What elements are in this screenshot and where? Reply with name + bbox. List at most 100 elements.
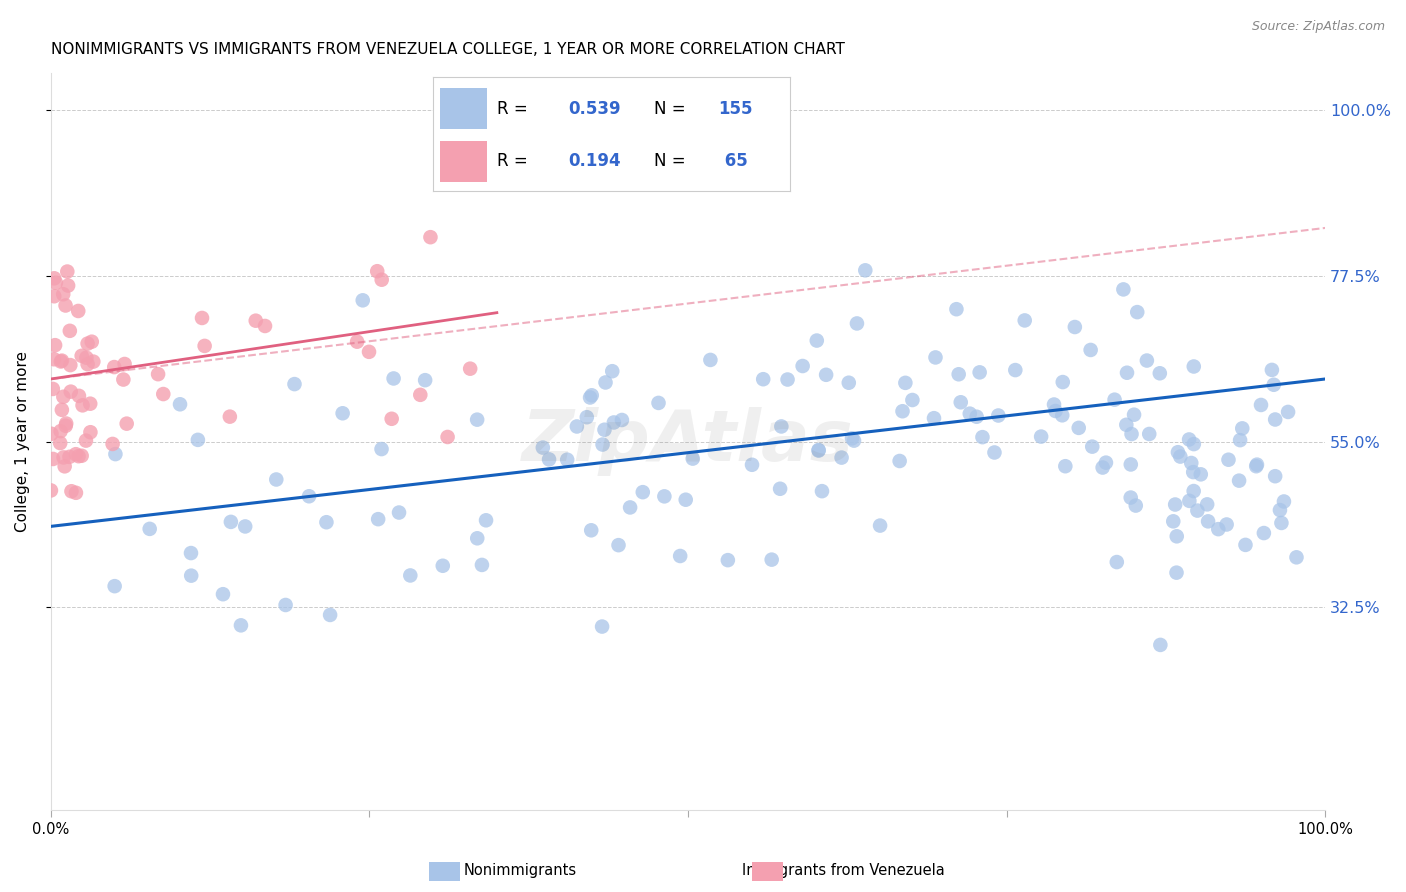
Point [1081, 440, 1104, 454]
Point [1178, 494, 1201, 508]
Point [1112, 282, 1135, 296]
Point [966, 409, 988, 424]
Point [841, 431, 863, 445]
Point [1182, 359, 1205, 374]
Point [55, 418, 77, 433]
Point [538, 452, 561, 467]
Point [104, 447, 127, 461]
Point [1234, 538, 1257, 552]
Point [70, 449, 93, 463]
Point [101, 437, 124, 451]
Point [769, 482, 792, 496]
Point [55, 298, 77, 312]
Point [219, 515, 242, 529]
Point [924, 351, 946, 365]
Point [1268, 503, 1291, 517]
Point [1164, 498, 1187, 512]
Point [75, 351, 97, 365]
Point [1043, 397, 1066, 411]
Point [869, 518, 891, 533]
Point [1215, 517, 1237, 532]
Point [458, 361, 481, 376]
Point [845, 317, 868, 331]
Point [419, 230, 441, 244]
Point [1125, 499, 1147, 513]
Text: Immigrants from Venezuela: Immigrants from Venezuela [742, 863, 945, 878]
Point [41, 426, 63, 441]
Point [51, 353, 73, 368]
Point [579, 391, 602, 405]
Point [972, 430, 994, 444]
Point [531, 441, 554, 455]
Point [152, 387, 174, 401]
Point [945, 302, 967, 317]
Point [1123, 408, 1146, 422]
Point [1166, 529, 1188, 543]
Point [1119, 458, 1142, 472]
Point [1197, 514, 1219, 528]
Point [274, 598, 297, 612]
Point [949, 395, 972, 409]
Point [575, 410, 598, 425]
Point [1182, 484, 1205, 499]
Point [409, 388, 432, 402]
Point [370, 273, 392, 287]
Point [370, 442, 392, 456]
Point [432, 558, 454, 573]
Point [187, 433, 209, 447]
Point [1116, 366, 1139, 380]
Point [1080, 343, 1102, 357]
Point [42, 452, 65, 467]
Point [1250, 398, 1272, 412]
Point [59, 358, 82, 372]
Point [811, 484, 834, 499]
Point [595, 376, 617, 390]
Point [959, 407, 981, 421]
Point [1270, 516, 1292, 530]
Point [49, 424, 72, 438]
Point [180, 568, 202, 582]
Point [39, 483, 62, 498]
Point [332, 406, 354, 420]
Point [80, 334, 103, 349]
Point [1246, 458, 1268, 472]
Point [948, 368, 970, 382]
Point [1149, 366, 1171, 380]
Point [1272, 494, 1295, 508]
Point [112, 373, 135, 387]
Point [1104, 392, 1126, 407]
Point [53, 459, 76, 474]
Point [59, 384, 82, 399]
Point [593, 423, 616, 437]
Text: ZipAtlas: ZipAtlas [522, 407, 853, 476]
Point [67, 304, 90, 318]
Point [1029, 429, 1052, 443]
Point [1004, 363, 1026, 377]
Point [75, 434, 97, 448]
Point [381, 411, 404, 425]
Point [1182, 437, 1205, 451]
Point [675, 492, 697, 507]
Point [56, 264, 79, 278]
Point [103, 360, 125, 375]
Point [76, 336, 98, 351]
Point [1182, 465, 1205, 479]
Point [807, 442, 830, 457]
Point [59, 324, 82, 338]
Point [72, 398, 94, 412]
Point [319, 607, 342, 622]
Point [233, 519, 256, 533]
Point [831, 450, 853, 465]
Point [922, 411, 945, 425]
Point [218, 409, 240, 424]
Point [194, 339, 217, 353]
Point [253, 318, 276, 333]
Point [44, 289, 66, 303]
Point [807, 443, 830, 458]
Point [1232, 421, 1254, 435]
Point [1161, 514, 1184, 528]
Point [1149, 638, 1171, 652]
Point [114, 357, 136, 371]
Point [792, 359, 814, 373]
Point [607, 538, 630, 552]
